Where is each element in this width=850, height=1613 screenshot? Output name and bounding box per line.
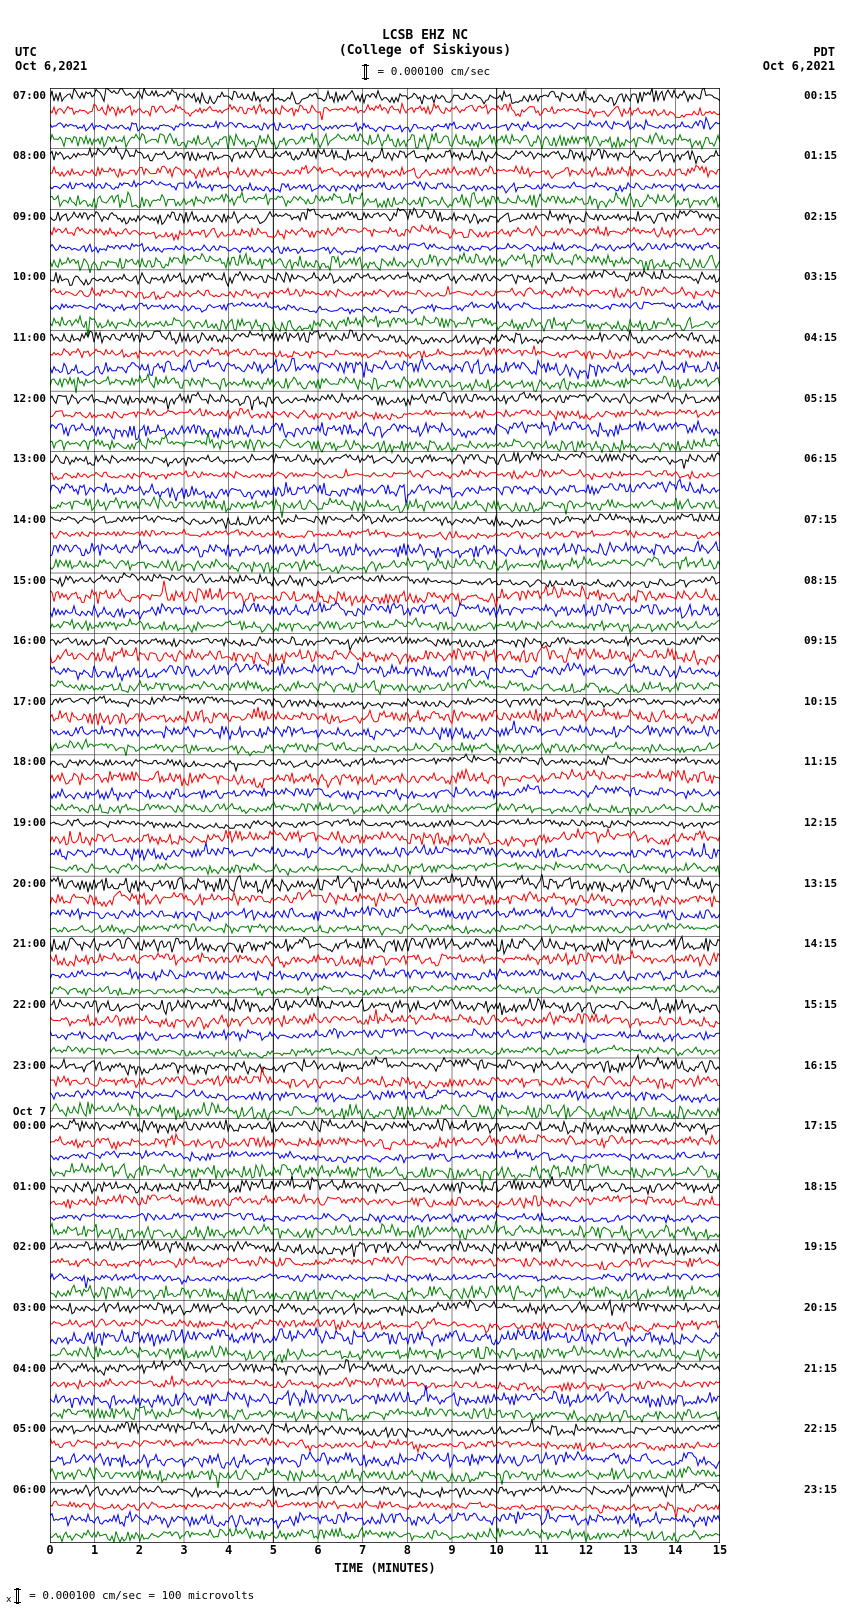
left-hour-label: 10:00	[13, 270, 46, 283]
right-hour-label: 14:15	[804, 937, 837, 950]
left-hour-label: 19:00	[13, 816, 46, 829]
left-hour-label: 21:00	[13, 937, 46, 950]
tz-left-label: UTC	[15, 45, 87, 59]
right-hour-label: 00:15	[804, 89, 837, 102]
right-hour-label: 03:15	[804, 270, 837, 283]
right-hour-label: 01:15	[804, 149, 837, 162]
left-hour-label: 22:00	[13, 998, 46, 1011]
x-tick-label: 3	[180, 1543, 187, 1557]
right-hour-label: 21:15	[804, 1362, 837, 1375]
left-hour-label: 05:00	[13, 1422, 46, 1435]
x-tick-label: 5	[270, 1543, 277, 1557]
left-hour-label: 13:00	[13, 452, 46, 465]
left-hour-label: 14:00	[13, 513, 46, 526]
station-subtitle: (College of Siskiyous)	[0, 43, 850, 58]
seismogram-svg	[50, 88, 720, 1543]
scale-text: = 0.000100 cm/sec	[378, 65, 491, 78]
mid-date-label: Oct 7	[13, 1105, 46, 1118]
date-right: Oct 6,2021	[763, 59, 835, 73]
right-hour-label: 17:15	[804, 1119, 837, 1132]
left-hour-label: 15:00	[13, 574, 46, 587]
x-tick-label: 1	[91, 1543, 98, 1557]
right-hour-label: 11:15	[804, 755, 837, 768]
x-tick-label: 6	[314, 1543, 321, 1557]
right-hour-label: 20:15	[804, 1301, 837, 1314]
right-hour-label: 23:15	[804, 1483, 837, 1496]
left-hour-label: 08:00	[13, 149, 46, 162]
x-tick-label: 7	[359, 1543, 366, 1557]
right-hour-label: 15:15	[804, 998, 837, 1011]
right-hour-label: 22:15	[804, 1422, 837, 1435]
right-hour-label: 13:15	[804, 877, 837, 890]
tz-right-block: PDT Oct 6,2021	[763, 45, 835, 73]
right-hour-label: 18:15	[804, 1180, 837, 1193]
right-hour-label: 12:15	[804, 816, 837, 829]
left-hour-label: 00:00	[13, 1119, 46, 1132]
x-tick-label: 4	[225, 1543, 232, 1557]
right-hour-label: 08:15	[804, 574, 837, 587]
x-tick-label: 13	[623, 1543, 637, 1557]
scale-bar-icon	[364, 64, 367, 80]
left-hour-label: 04:00	[13, 1362, 46, 1375]
left-hour-label: 23:00	[13, 1059, 46, 1072]
x-tick-label: 2	[136, 1543, 143, 1557]
right-hour-label: 19:15	[804, 1240, 837, 1253]
left-hour-label: 09:00	[13, 210, 46, 223]
left-hour-label: 12:00	[13, 392, 46, 405]
x-tick-label: 10	[489, 1543, 503, 1557]
x-tick-label: 14	[668, 1543, 682, 1557]
right-hour-label: 16:15	[804, 1059, 837, 1072]
footer-scale-bar-icon	[16, 1588, 19, 1604]
left-hour-label: 17:00	[13, 695, 46, 708]
right-hour-label: 02:15	[804, 210, 837, 223]
x-tick-label: 15	[713, 1543, 727, 1557]
left-hour-label: 01:00	[13, 1180, 46, 1193]
left-hour-label: 11:00	[13, 331, 46, 344]
right-hour-label: 07:15	[804, 513, 837, 526]
seismogram-container: UTC Oct 6,2021 PDT Oct 6,2021 LCSB EHZ N…	[0, 0, 850, 1613]
plot-area	[50, 88, 720, 1543]
date-left: Oct 6,2021	[15, 59, 87, 73]
left-hour-label: 16:00	[13, 634, 46, 647]
right-time-labels: 00:15 01:15 02:15 03:15 04:15 05:15 06:15 07:15…	[802, 88, 844, 1543]
x-axis-title: TIME (MINUTES)	[334, 1561, 435, 1575]
left-hour-label: 02:00	[13, 1240, 46, 1253]
left-hour-label: 03:00	[13, 1301, 46, 1314]
x-tick-label: 0	[46, 1543, 53, 1557]
scale-label: = 0.000100 cm/sec	[0, 64, 850, 80]
right-hour-label: 05:15	[804, 392, 837, 405]
left-hour-label: 06:00	[13, 1483, 46, 1496]
left-hour-label: 18:00	[13, 755, 46, 768]
x-axis: TIME (MINUTES) 0123456789101112131415	[50, 1543, 720, 1583]
right-hour-label: 10:15	[804, 695, 837, 708]
right-hour-label: 04:15	[804, 331, 837, 344]
x-tick-label: 11	[534, 1543, 548, 1557]
station-title: LCSB EHZ NC	[0, 0, 850, 43]
left-time-labels: 07:00 08:00 09:00 10:00 11:00 12:00 13:00 14:00…	[6, 88, 48, 1543]
tz-right-label: PDT	[763, 45, 835, 59]
left-hour-label: 07:00	[13, 89, 46, 102]
footer-text: = 0.000100 cm/sec = 100 microvolts	[29, 1589, 254, 1602]
x-tick-label: 9	[448, 1543, 455, 1557]
left-hour-label: 20:00	[13, 877, 46, 890]
tz-left-block: UTC Oct 6,2021	[15, 45, 87, 73]
right-hour-label: 09:15	[804, 634, 837, 647]
footer-scale: x = 0.000100 cm/sec = 100 microvolts	[6, 1588, 254, 1605]
x-tick-label: 8	[404, 1543, 411, 1557]
x-tick-label: 12	[579, 1543, 593, 1557]
right-hour-label: 06:15	[804, 452, 837, 465]
